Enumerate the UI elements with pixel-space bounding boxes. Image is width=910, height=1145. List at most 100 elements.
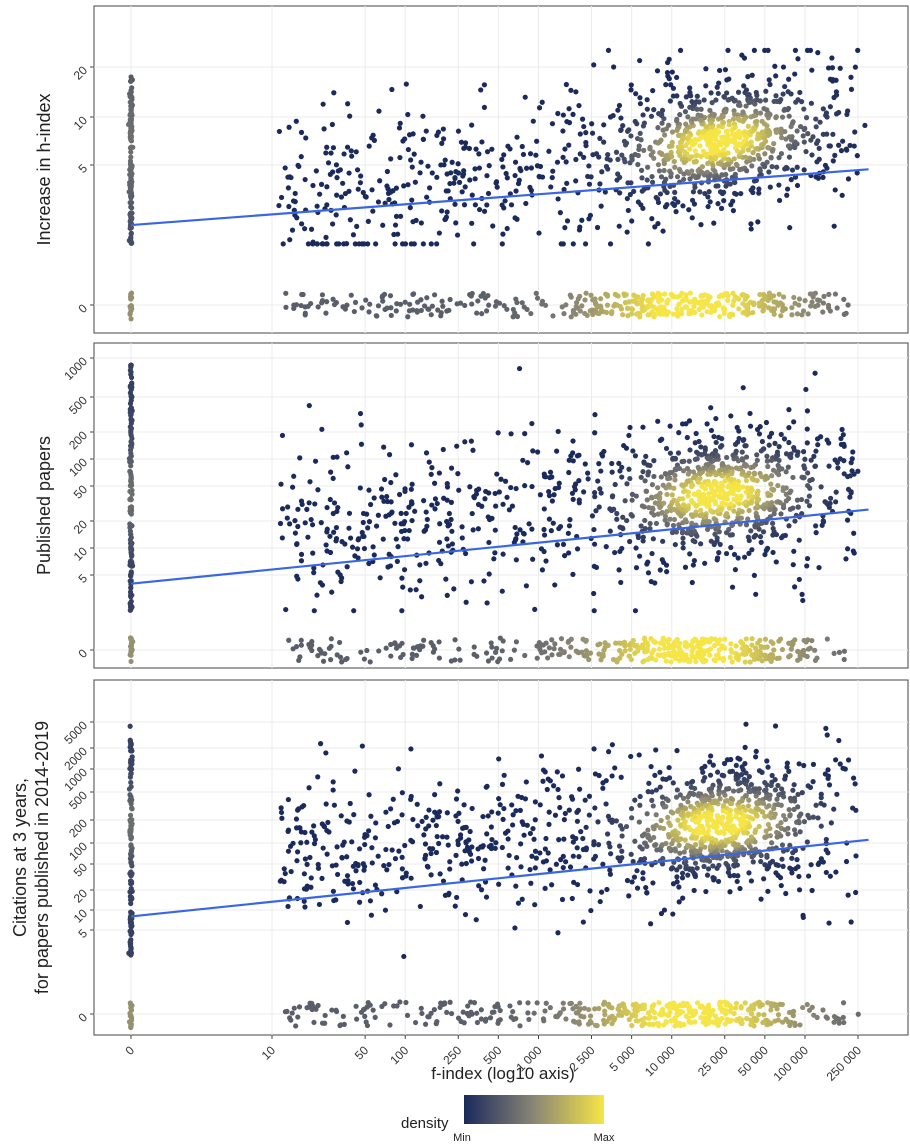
data-point bbox=[514, 313, 521, 320]
data-point bbox=[621, 291, 627, 297]
data-point bbox=[709, 496, 715, 502]
data-point bbox=[393, 185, 400, 191]
data-point bbox=[815, 50, 821, 56]
data-point bbox=[855, 47, 861, 53]
data-point bbox=[808, 100, 815, 106]
data-point bbox=[629, 815, 635, 821]
data-point bbox=[326, 645, 332, 651]
data-point bbox=[308, 226, 315, 232]
data-point bbox=[529, 483, 535, 490]
data-point bbox=[299, 221, 305, 227]
data-point bbox=[388, 305, 394, 311]
data-point bbox=[660, 636, 666, 642]
data-point bbox=[627, 538, 633, 545]
data-point bbox=[572, 487, 578, 493]
data-point bbox=[733, 814, 739, 820]
data-point bbox=[527, 151, 534, 157]
data-point bbox=[690, 638, 696, 645]
data-point bbox=[660, 538, 666, 544]
data-point bbox=[740, 291, 746, 298]
data-point bbox=[329, 589, 335, 595]
data-point bbox=[319, 875, 325, 881]
data-point bbox=[361, 241, 367, 247]
data-point bbox=[445, 543, 451, 549]
data-point bbox=[502, 478, 509, 484]
data-point bbox=[635, 199, 641, 205]
data-point bbox=[492, 550, 498, 556]
data-point bbox=[560, 154, 566, 160]
data-point bbox=[294, 849, 301, 855]
data-point bbox=[384, 493, 390, 500]
data-point bbox=[127, 510, 134, 516]
data-point bbox=[308, 875, 314, 881]
data-point bbox=[786, 407, 792, 413]
data-point bbox=[452, 637, 458, 643]
data-point bbox=[705, 456, 711, 462]
data-point bbox=[418, 307, 424, 314]
data-point bbox=[625, 128, 631, 134]
data-point bbox=[456, 487, 462, 493]
data-point bbox=[720, 644, 727, 650]
data-point bbox=[623, 823, 630, 830]
data-point bbox=[582, 241, 589, 247]
data-point bbox=[449, 159, 455, 165]
data-point bbox=[410, 645, 417, 651]
data-point bbox=[408, 486, 414, 492]
data-point bbox=[388, 653, 394, 659]
data-point bbox=[534, 163, 541, 169]
data-point bbox=[573, 299, 580, 306]
data-point bbox=[407, 301, 413, 307]
data-point bbox=[804, 440, 810, 446]
data-point bbox=[579, 217, 585, 223]
data-point bbox=[410, 219, 416, 225]
data-point bbox=[818, 795, 824, 801]
data-point bbox=[403, 510, 409, 517]
data-point bbox=[685, 471, 691, 477]
data-point bbox=[782, 532, 789, 539]
data-point bbox=[682, 564, 689, 570]
data-point bbox=[697, 117, 704, 123]
data-point bbox=[444, 171, 450, 177]
data-point bbox=[383, 809, 389, 815]
data-point bbox=[776, 155, 782, 161]
data-point bbox=[330, 454, 336, 460]
data-point bbox=[462, 550, 469, 557]
data-point bbox=[549, 174, 555, 181]
data-point bbox=[742, 129, 748, 135]
data-point bbox=[288, 868, 294, 875]
data-point bbox=[805, 873, 812, 879]
data-point bbox=[312, 501, 318, 507]
data-point bbox=[607, 528, 613, 534]
data-point bbox=[690, 538, 696, 544]
data-point bbox=[791, 447, 797, 453]
data-point bbox=[728, 646, 734, 653]
data-point bbox=[129, 306, 135, 312]
data-point bbox=[347, 217, 353, 223]
data-point bbox=[679, 458, 685, 465]
data-point bbox=[731, 138, 738, 144]
data-point bbox=[687, 551, 693, 557]
data-point bbox=[706, 519, 712, 525]
data-point bbox=[777, 875, 784, 881]
data-point bbox=[714, 174, 720, 180]
data-point bbox=[324, 529, 330, 535]
data-point bbox=[286, 124, 292, 130]
data-point bbox=[381, 444, 387, 450]
data-point bbox=[676, 301, 682, 307]
data-point bbox=[825, 302, 832, 308]
data-point bbox=[298, 558, 305, 564]
data-point bbox=[689, 197, 696, 203]
data-point bbox=[680, 468, 687, 474]
data-point bbox=[309, 638, 315, 645]
data-point bbox=[481, 208, 488, 214]
data-point bbox=[373, 523, 380, 529]
data-point bbox=[420, 241, 426, 247]
data-point bbox=[577, 293, 583, 299]
data-point bbox=[574, 453, 581, 459]
y-tick-label: 0 bbox=[75, 301, 90, 316]
data-point bbox=[315, 487, 321, 493]
data-point bbox=[794, 128, 800, 134]
data-point bbox=[302, 520, 308, 526]
data-point bbox=[777, 500, 783, 506]
data-point bbox=[641, 856, 648, 862]
